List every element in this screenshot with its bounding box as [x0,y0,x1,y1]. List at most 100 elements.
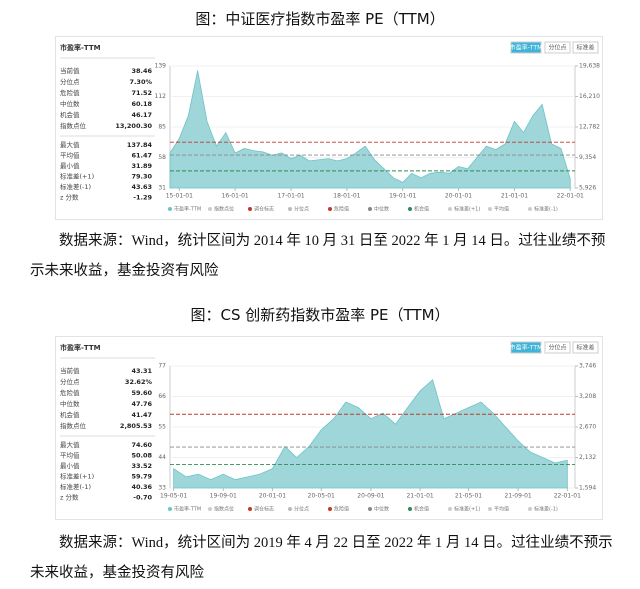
legend-swatch [488,507,492,511]
x-tick-label: 21-01-01 [501,193,528,200]
legend-label: 危险值 [334,506,349,513]
stat-value: 74.60 [131,441,152,449]
tab-label[interactable]: 市盈率-TTM [510,344,543,352]
x-tick-label: 22-01-01 [557,193,584,200]
x-tick-label: 20-01-01 [445,193,472,200]
stat-label: 危险值 [60,388,80,397]
pe-area [173,379,568,489]
y2-tick-label: 9,354 [579,154,596,161]
legend-label: 标准差(-1) [534,206,558,213]
x-tick-label: 20-05-01 [308,493,335,500]
legend-label: 调仓标志 [254,506,274,513]
y2-tick-label: 5,926 [579,185,596,192]
legend-swatch [248,207,252,211]
tab-label[interactable]: 分位点 [548,44,566,52]
y-tick-label: 31 [158,185,166,192]
tab[interactable] [572,341,599,354]
pe-area [169,70,571,189]
stat-value: 32.62% [125,378,153,386]
y2-tick-label: 3,208 [579,393,596,400]
stat-value: 46.17 [131,111,152,119]
tab[interactable] [510,341,542,354]
legend-label: 市盈率-TTM [174,506,201,513]
legend-swatch [208,507,212,511]
legend-label: 指数点位 [214,506,234,513]
tab-label[interactable]: 分位点 [548,344,566,352]
stat-value: 7.30% [129,78,152,86]
x-tick-label: 21-09-01 [505,493,532,500]
stat-label: 最大值 [60,140,80,149]
legend-label: 调仓标志 [254,206,274,213]
x-tick-label: 15-01-01 [166,193,193,200]
legend-swatch [328,207,332,211]
y-tick-label: 139 [155,63,167,70]
stat-label: 机会值 [60,410,80,419]
stat-value: 47.76 [131,400,152,408]
stat-value: 61.47 [131,152,152,160]
legend-label: 分位点 [294,206,309,213]
tab-label[interactable]: 市盈率-TTM [510,44,543,52]
stat-value: 137.84 [127,141,153,149]
legend-label: 平均值 [494,206,509,213]
legend-swatch [168,207,172,211]
legend-swatch [448,207,452,211]
stat-value: 31.89 [131,162,152,170]
tab[interactable] [544,341,571,354]
tab-label[interactable]: 标准差 [576,344,594,352]
chart-panel: 市盈率-TTM 当前值 43.31 分位点 32.62% 危险值 59.60 中位数 47.76… [55,336,603,520]
stat-label: 最小值 [60,461,80,470]
stat-label: 最大值 [60,440,80,449]
stat-value: 43.31 [131,367,152,375]
stat-value: -0.70 [133,494,152,502]
stats-title: 市盈率-TTM [60,343,101,352]
legend-label: 危险值 [334,206,349,213]
y-tick-label: 44 [158,454,166,461]
stat-label: 当前值 [60,66,80,75]
y-tick-label: 85 [158,124,166,131]
y-tick-label: 55 [158,424,166,431]
y-tick-label: 77 [158,363,166,370]
y2-tick-label: 2,132 [579,454,596,461]
stat-label: 当前值 [60,366,80,375]
legend-swatch [448,507,452,511]
caption: 图：中证医疗指数市盈率 PE（TTM） [195,10,445,28]
legend-label: 机会值 [414,506,429,513]
stats-title: 市盈率-TTM [60,43,101,52]
legend-swatch [288,507,292,511]
x-tick-label: 17-01-01 [277,193,304,200]
stat-label: 指数点位 [60,121,87,130]
tab[interactable] [544,41,571,54]
legend-label: 中位数 [374,206,389,213]
stat-value: 40.36 [131,483,152,491]
chart-panel: 市盈率-TTM 当前值 38.46 分位点 7.30% 危险值 71.52 中位数 60.18 机… [55,36,603,220]
tab[interactable] [510,41,542,54]
stat-value: 71.52 [131,89,152,97]
y-tick-label: 33 [158,485,166,492]
stat-label: z 分数 [60,493,79,502]
tab[interactable] [572,41,599,54]
legend-label: 标准差(+1) [454,206,480,213]
x-tick-label: 22-01-01 [554,493,581,500]
legend-swatch [408,507,412,511]
legend-label: 机会值 [414,206,429,213]
stat-value: 38.46 [131,67,152,75]
y2-tick-label: 3,746 [579,363,596,370]
y-tick-label: 112 [155,93,167,100]
stat-value: 50.08 [131,452,152,460]
stat-value: 43.63 [131,183,152,191]
stat-label: 最小值 [60,161,80,170]
stat-label: 机会值 [60,110,80,119]
stat-label: 标准差(-1) [60,182,91,191]
stat-value: 59.60 [131,389,152,397]
legend-label: 指数点位 [214,206,234,213]
x-tick-label: 19-05-01 [160,493,187,500]
legend-swatch [408,207,412,211]
source-note: 数据来源：Wind，统计区间为 2014 年 10 月 31 日至 2022 年… [30,233,606,279]
stat-label: 标准差(-1) [60,482,91,491]
stat-label: 分位点 [60,77,80,86]
legend-swatch [528,207,532,211]
tab-label[interactable]: 标准差 [576,44,594,52]
stat-value: -1.29 [133,194,152,202]
y2-tick-label: 12,782 [579,124,600,131]
legend-label: 市盈率-TTM [174,206,201,213]
